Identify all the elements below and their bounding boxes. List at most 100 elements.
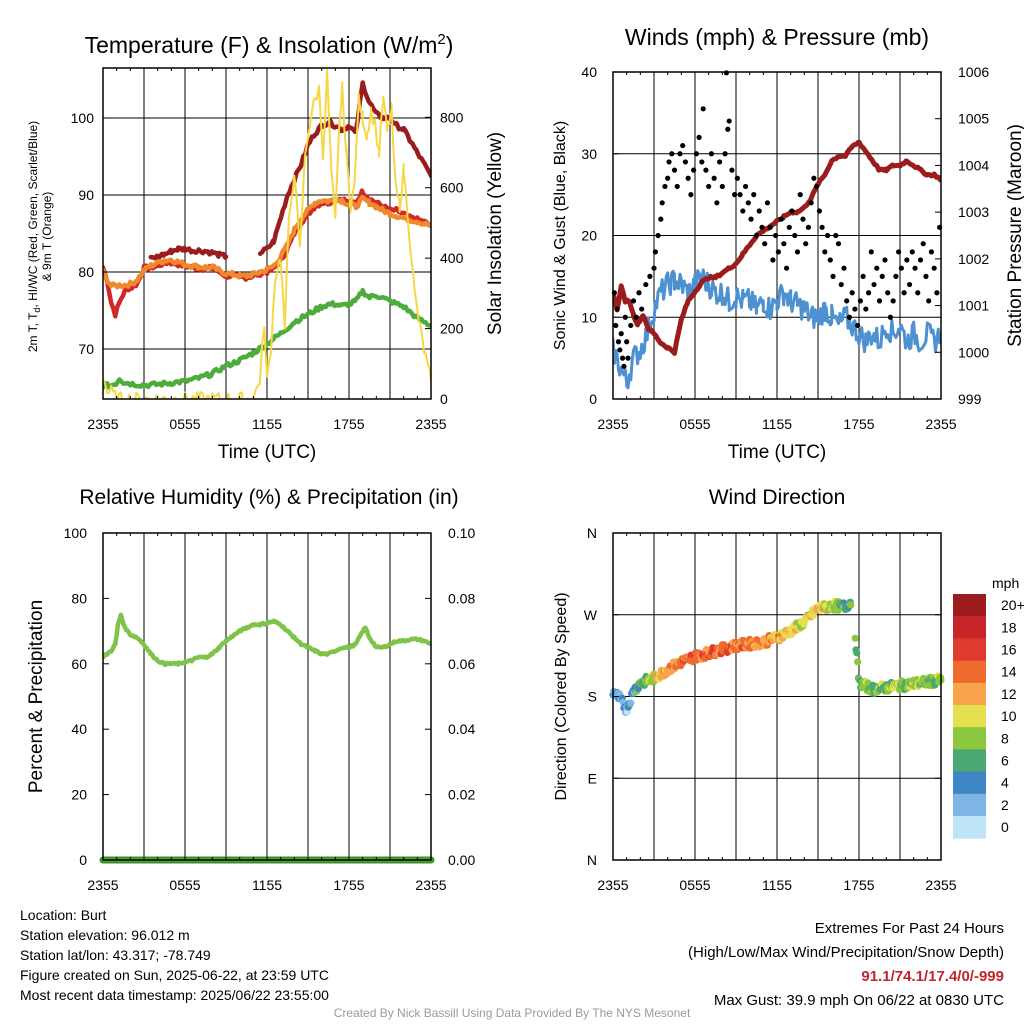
data-point <box>835 241 842 247</box>
data-point <box>926 298 932 304</box>
data-point <box>764 200 771 206</box>
colorbar-label: 10 <box>1001 708 1017 724</box>
data-point <box>703 167 709 173</box>
data-point <box>865 290 872 296</box>
colorbar-label: 20+ <box>1001 597 1024 613</box>
elevation-text: Station elevation: 96.012 m <box>20 927 190 943</box>
data-point <box>805 224 812 230</box>
data-point <box>643 281 649 288</box>
colorbar-label: 14 <box>1001 664 1017 680</box>
data-point <box>773 232 779 239</box>
extremes-subtitle: (High/Low/Max Wind/Precipitation/Snow De… <box>688 944 1004 961</box>
data-point <box>639 306 645 312</box>
y-tick-label: 80 <box>78 264 94 280</box>
data-point <box>745 200 751 206</box>
data-point <box>669 151 675 157</box>
y2-tick-label: 1004 <box>958 157 989 173</box>
data-point <box>901 290 907 296</box>
data-point <box>652 249 658 255</box>
y2-axis-label: Station Pressure (Maroon) <box>1005 124 1024 347</box>
data-point <box>685 175 691 181</box>
data-point <box>893 273 899 279</box>
data-point <box>677 151 683 157</box>
data-point <box>786 224 792 230</box>
colorbar-label: 4 <box>1001 775 1009 791</box>
y2-tick-label: 0 <box>440 391 448 407</box>
colorbar-swatch <box>953 749 986 773</box>
data-point <box>651 265 657 271</box>
y2-tick-label: 200 <box>440 321 464 337</box>
y-tick-label: 30 <box>581 146 597 162</box>
y2-tick-label: 0.04 <box>448 721 475 737</box>
latlon-text: Station lat/lon: 43.317; -78.749 <box>20 947 211 963</box>
data-point <box>851 634 859 642</box>
data-point <box>624 339 630 345</box>
y-axis-label: Percent & Precipitation <box>26 600 47 793</box>
chart-title: Relative Humidity (%) & Precipitation (i… <box>79 486 458 509</box>
colorbar-unit: mph <box>992 575 1019 591</box>
y-axis-label: Sonic Wind & Gust (Blue, Black) <box>552 121 569 350</box>
data-point <box>855 322 861 329</box>
y2-tick-label: 1005 <box>958 111 989 127</box>
data-point <box>928 249 935 255</box>
y-tick-label: 100 <box>64 525 88 541</box>
x-tick-label: 2355 <box>597 877 628 893</box>
colorbar: mph 20+ 18 16 14 12 10 8 6 4 2 0 <box>953 575 1024 839</box>
x-tick-label: 1755 <box>843 416 874 432</box>
data-point <box>674 183 680 190</box>
extremes-values: 91.1/74.1/17.4/0/-999 <box>861 968 1004 985</box>
plot-border <box>102 532 432 861</box>
data-point <box>882 257 888 263</box>
y2-tick-label: 1000 <box>958 344 989 360</box>
x-tick-label: 2355 <box>415 877 446 893</box>
data-point <box>800 216 806 222</box>
recent-text: Most recent data timestamp: 2025/06/22 2… <box>20 987 329 1003</box>
data-point <box>680 142 686 149</box>
panel-1: Temperature (F) & Insolation (W/m2) 70 80 9… <box>26 31 506 463</box>
y-tick-label: E <box>588 770 597 786</box>
data-point <box>803 241 809 247</box>
data-point <box>844 298 850 304</box>
x-tick-label: 2355 <box>925 416 956 432</box>
data-point <box>647 273 653 279</box>
series-line <box>103 195 431 290</box>
data-point <box>819 224 825 230</box>
colorbar-swatch <box>953 705 986 728</box>
x-axis-label: Time (UTC) <box>728 442 827 463</box>
data-point <box>863 306 869 312</box>
colorbar-swatch <box>953 816 986 839</box>
data-point <box>742 183 749 190</box>
y2-tick-label: 400 <box>440 250 464 266</box>
colorbar-swatch <box>953 616 986 639</box>
data-point <box>923 273 929 279</box>
x-tick-label: 1155 <box>762 877 792 893</box>
data-point <box>625 355 631 361</box>
data-point <box>909 249 915 255</box>
data-point <box>659 200 665 206</box>
data-point <box>732 192 738 198</box>
data-point <box>619 355 626 361</box>
x-tick-label: 2355 <box>597 416 628 432</box>
data-point <box>717 159 723 165</box>
colorbar-swatch <box>953 660 986 684</box>
data-point <box>767 224 773 230</box>
data-point <box>671 167 678 173</box>
data-point <box>789 208 795 214</box>
data-point <box>912 265 918 271</box>
data-point <box>770 257 776 263</box>
colorbar-swatch <box>953 638 986 662</box>
data-point <box>693 151 699 157</box>
data-point <box>874 265 880 271</box>
x-tick-label: 1755 <box>843 877 874 893</box>
data-point <box>734 175 740 181</box>
data-point <box>814 183 820 190</box>
series-line <box>148 245 229 261</box>
data-point <box>655 232 661 239</box>
data-point <box>917 257 924 263</box>
data-point <box>797 192 803 198</box>
data-point <box>934 290 940 296</box>
x-axis-label: Time (UTC) <box>218 442 317 463</box>
y2-tick-label: 0.06 <box>448 656 475 672</box>
y2-tick-label: 0.02 <box>448 787 475 803</box>
data-point <box>699 159 705 165</box>
